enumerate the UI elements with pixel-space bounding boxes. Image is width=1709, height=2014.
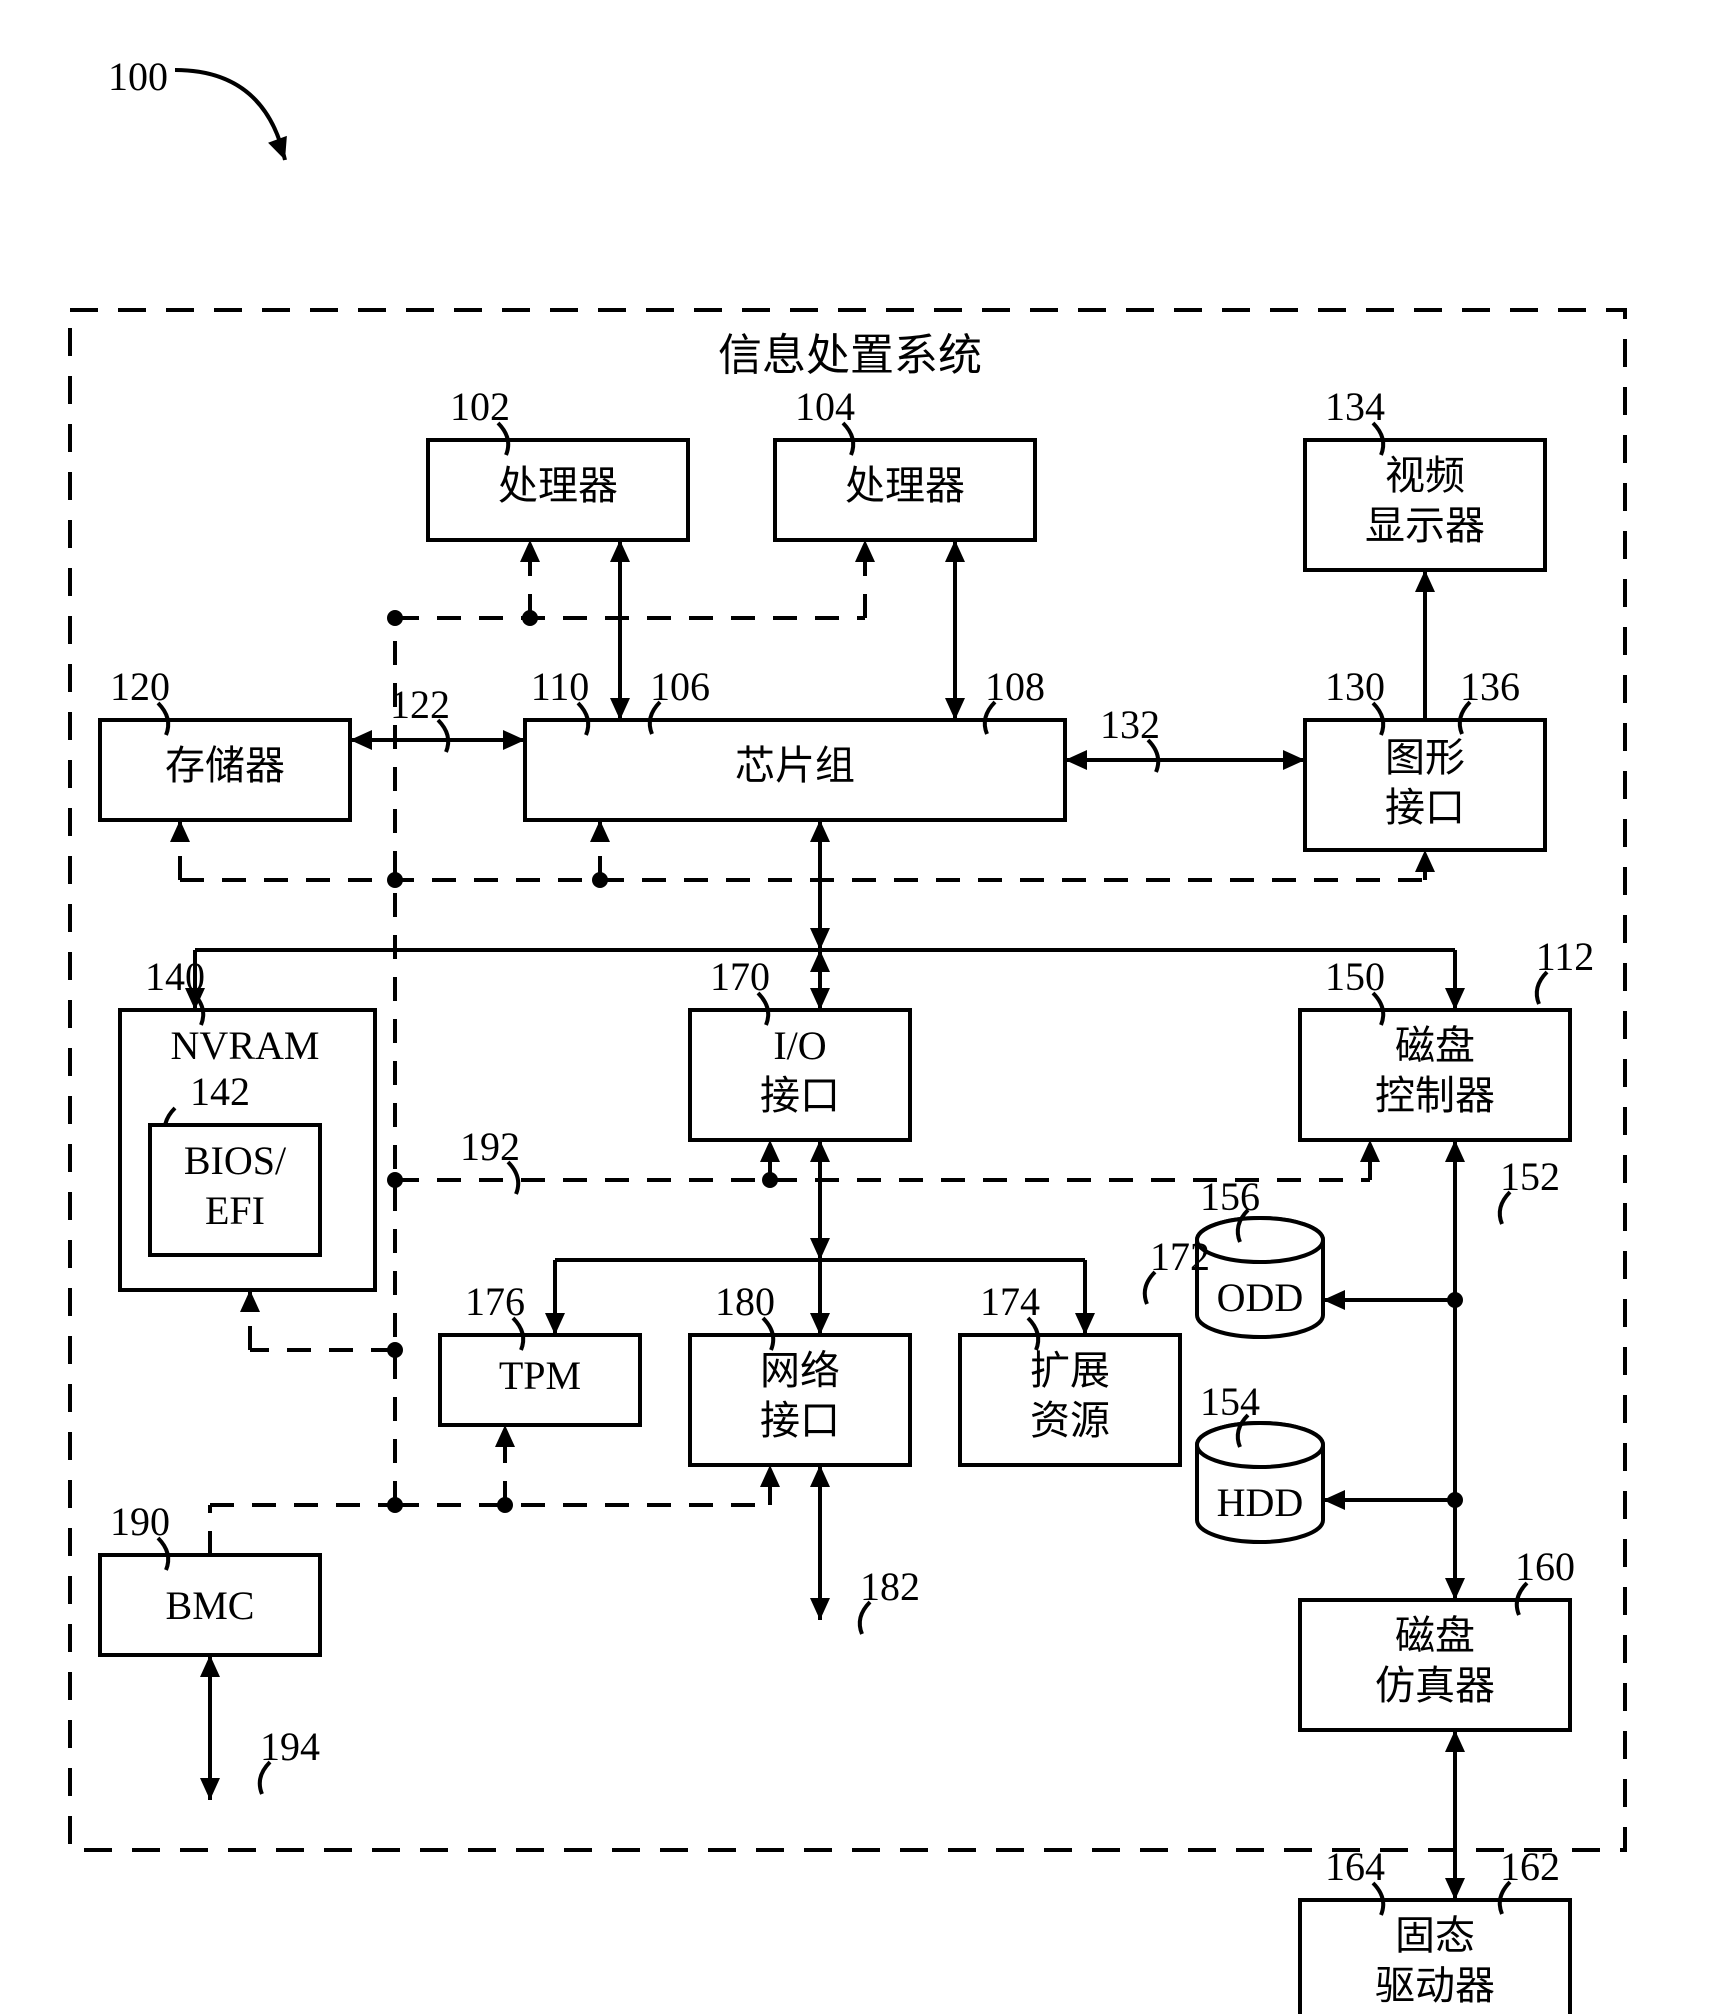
diagram-title: 信息处置系统 — [718, 331, 982, 380]
label-ext-l1: 扩展 — [1030, 1348, 1110, 1393]
ref-120: 120 — [110, 664, 170, 709]
ref-180: 180 — [715, 1279, 775, 1324]
label-ssd-l1: 固态 — [1395, 1913, 1475, 1958]
ref-174: 174 — [980, 1279, 1040, 1324]
label-tpm: TPM — [499, 1353, 581, 1398]
ref-170: 170 — [710, 954, 770, 999]
ref-154: 154 — [1200, 1379, 1260, 1424]
node-odd: ODD — [1197, 1218, 1323, 1337]
ref-104: 104 — [795, 384, 855, 429]
label-diskctrl-l2: 控制器 — [1375, 1073, 1495, 1118]
ref-110: 110 — [531, 664, 590, 709]
label-video-l1: 视频 — [1385, 453, 1465, 498]
ref-102: 102 — [450, 384, 510, 429]
label-bios-l2: EFI — [205, 1188, 265, 1233]
label-nvram: NVRAM — [171, 1023, 320, 1068]
label-diskctrl-l1: 磁盘 — [1395, 1023, 1475, 1068]
ref-130: 130 — [1325, 664, 1385, 709]
label-ssd-l2: 驱动器 — [1375, 1963, 1495, 2008]
label-bios-l1: BIOS/ — [184, 1138, 287, 1183]
label-video-l2: 显示器 — [1365, 503, 1485, 548]
ref-134: 134 — [1325, 384, 1385, 429]
ref-150: 150 — [1325, 954, 1385, 999]
label-memory: 存储器 — [165, 743, 285, 788]
label-processor-2: 处理器 — [845, 463, 965, 508]
label-ext-l2: 资源 — [1030, 1398, 1110, 1443]
label-diskemu-l2: 仿真器 — [1375, 1663, 1495, 1708]
label-net-l2: 接口 — [760, 1398, 840, 1443]
node-hdd: HDD — [1197, 1423, 1323, 1542]
ref-160: 160 — [1515, 1544, 1575, 1589]
label-gfx-l2: 接口 — [1385, 785, 1465, 830]
label-net-l1: 网络 — [760, 1348, 840, 1393]
label-odd: ODD — [1217, 1275, 1304, 1320]
label-chipset: 芯片组 — [735, 743, 855, 788]
ref-100: 100 — [108, 54, 168, 99]
label-diskemu-l1: 磁盘 — [1395, 1613, 1475, 1658]
ref-190: 190 — [110, 1499, 170, 1544]
label-gfx-l1: 图形 — [1385, 735, 1465, 780]
label-io-l2: 接口 — [760, 1073, 840, 1118]
label-hdd: HDD — [1217, 1480, 1304, 1525]
ref-142: 142 — [190, 1069, 250, 1114]
label-io-l1: I/O — [773, 1023, 826, 1068]
ref-164: 164 — [1325, 1844, 1385, 1889]
ref-176: 176 — [465, 1279, 525, 1324]
label-processor-1: 处理器 — [498, 463, 618, 508]
label-bmc: BMC — [166, 1583, 255, 1628]
ref-172: 172 — [1150, 1234, 1210, 1279]
system-diagram: 100 信息处置系统 处理器 102 处理器 104 视频 显示器 134 存储… — [0, 0, 1709, 2014]
